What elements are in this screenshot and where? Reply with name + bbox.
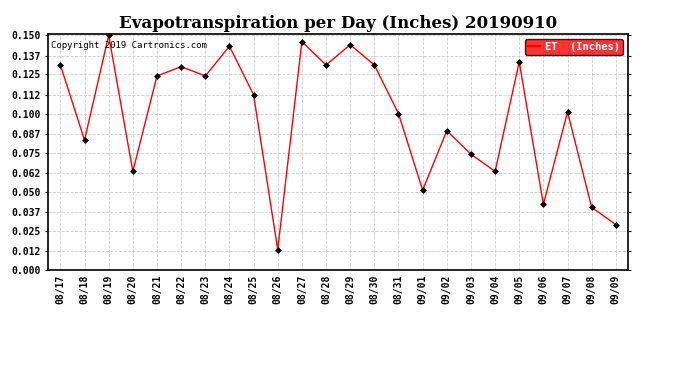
Legend: ET  (Inches): ET (Inches) bbox=[525, 39, 622, 55]
Title: Evapotranspiration per Day (Inches) 20190910: Evapotranspiration per Day (Inches) 2019… bbox=[119, 15, 557, 32]
Text: Copyright 2019 Cartronics.com: Copyright 2019 Cartronics.com bbox=[51, 41, 207, 50]
